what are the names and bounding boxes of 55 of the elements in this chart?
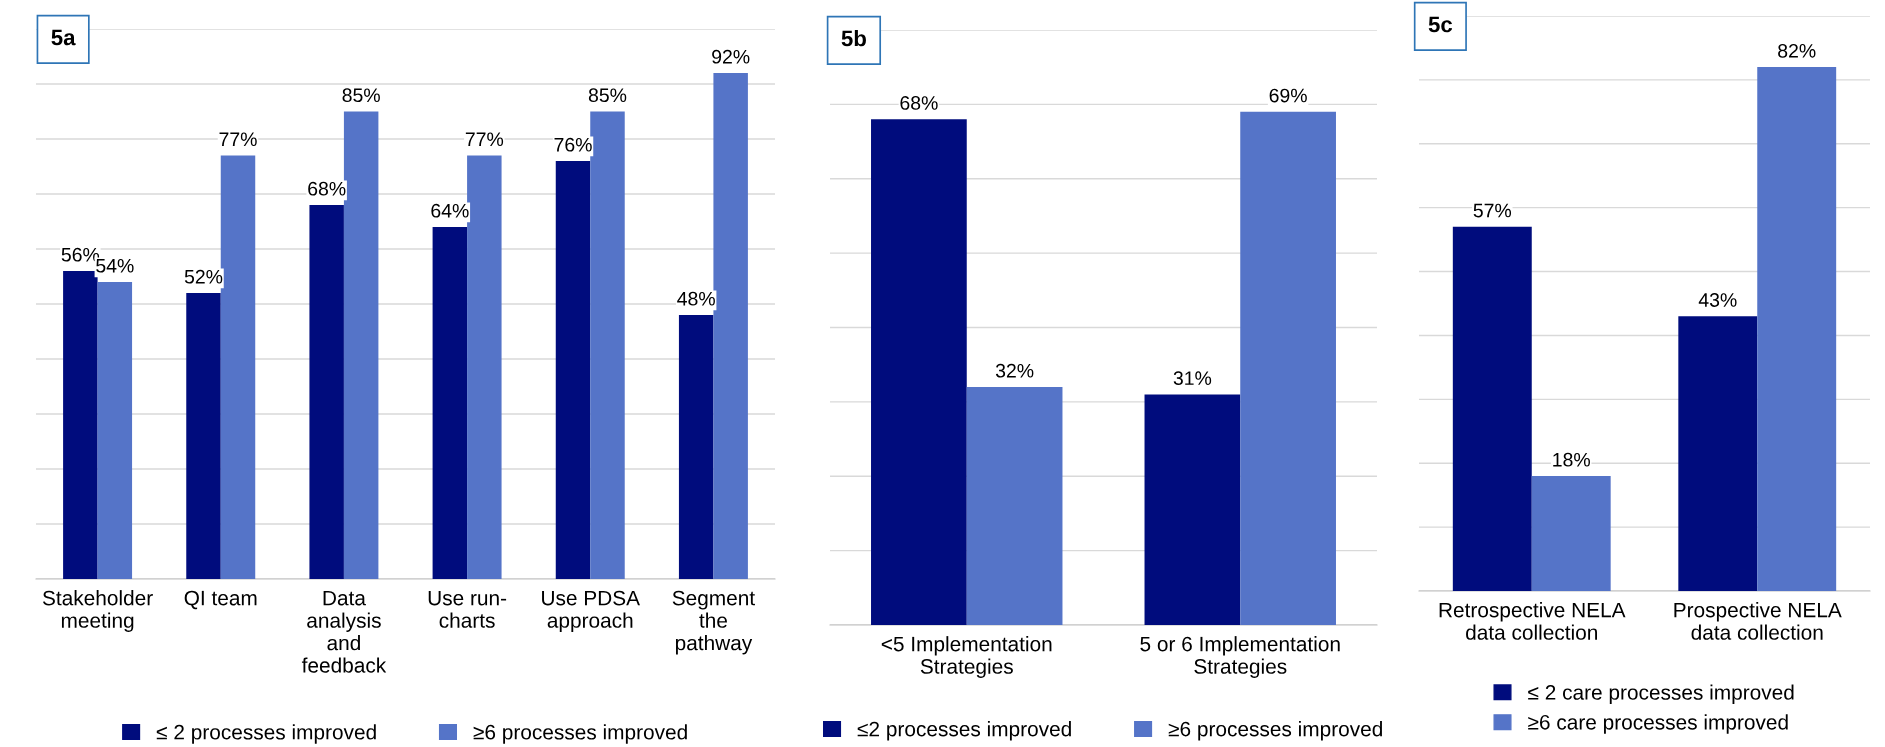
- bar: [1452, 226, 1532, 591]
- data-label: 57%: [1473, 203, 1512, 218]
- chart-title: 5b: [841, 30, 866, 47]
- data-label: 48%: [677, 291, 715, 306]
- data-label: 64%: [431, 203, 469, 218]
- chart-title: 5a: [51, 29, 76, 46]
- x-tick-label: Prospective NELA data collection: [1674, 602, 1842, 640]
- bar: [186, 293, 221, 579]
- bar: [467, 155, 502, 579]
- x-tick-label: 5 or 6 Implementation Strategies: [1140, 636, 1340, 678]
- bar: [678, 315, 714, 579]
- legend-label: ≥6 care processes improved: [1528, 714, 1788, 734]
- bar: [1240, 111, 1336, 625]
- bar: [1144, 394, 1241, 625]
- data-label: 18%: [1553, 452, 1590, 467]
- x-tick-label: Use PDSA approach: [542, 590, 640, 632]
- bar: [966, 387, 1063, 625]
- legend-label: ≤ 2 processes improved: [156, 724, 376, 744]
- data-label: 69%: [1269, 88, 1307, 103]
- data-label: 85%: [342, 88, 380, 103]
- data-label: 82%: [1778, 43, 1816, 58]
- data-label: 31%: [1173, 371, 1212, 386]
- bar: [555, 161, 591, 579]
- data-label: 68%: [900, 96, 938, 110]
- data-label: 68%: [308, 181, 346, 196]
- legend-label: ≥6 processes improved: [473, 724, 687, 744]
- data-label: 92%: [712, 49, 750, 64]
- x-tick-label: Retrospective NELA data collection: [1439, 602, 1626, 640]
- bar: [871, 119, 967, 625]
- bar: [1678, 316, 1758, 591]
- bar: [713, 73, 748, 579]
- data-label: 32%: [995, 363, 1034, 378]
- legend-label: ≤ 2 care processes improved: [1528, 684, 1794, 704]
- x-tick-label: <5 Implementation Strategies: [881, 636, 1052, 678]
- x-tick-label: Data analysis and feedback: [301, 590, 387, 673]
- data-label: 85%: [588, 88, 627, 103]
- bar: [432, 227, 468, 579]
- data-label: 77%: [465, 132, 504, 147]
- x-tick-label: Stakeholder meeting: [42, 590, 153, 632]
- data-label: 77%: [219, 132, 257, 147]
- x-tick-label: Segment the pathway: [672, 590, 755, 655]
- bar: [309, 205, 344, 579]
- x-tick-label: QI team: [184, 590, 257, 610]
- legend-label: ≥6 processes improved: [1168, 721, 1382, 741]
- legend-label: ≤2 processes improved: [857, 721, 1071, 741]
- data-label: 43%: [1698, 293, 1737, 307]
- bar: [63, 271, 98, 579]
- data-label: 52%: [184, 269, 223, 284]
- bar: [1531, 476, 1611, 591]
- bar: [97, 282, 133, 579]
- data-label: 76%: [554, 137, 592, 152]
- chart-title: 5c: [1428, 16, 1453, 33]
- bar: [590, 111, 625, 579]
- bar: [1757, 67, 1837, 591]
- x-tick-label: Use run- charts: [428, 590, 507, 628]
